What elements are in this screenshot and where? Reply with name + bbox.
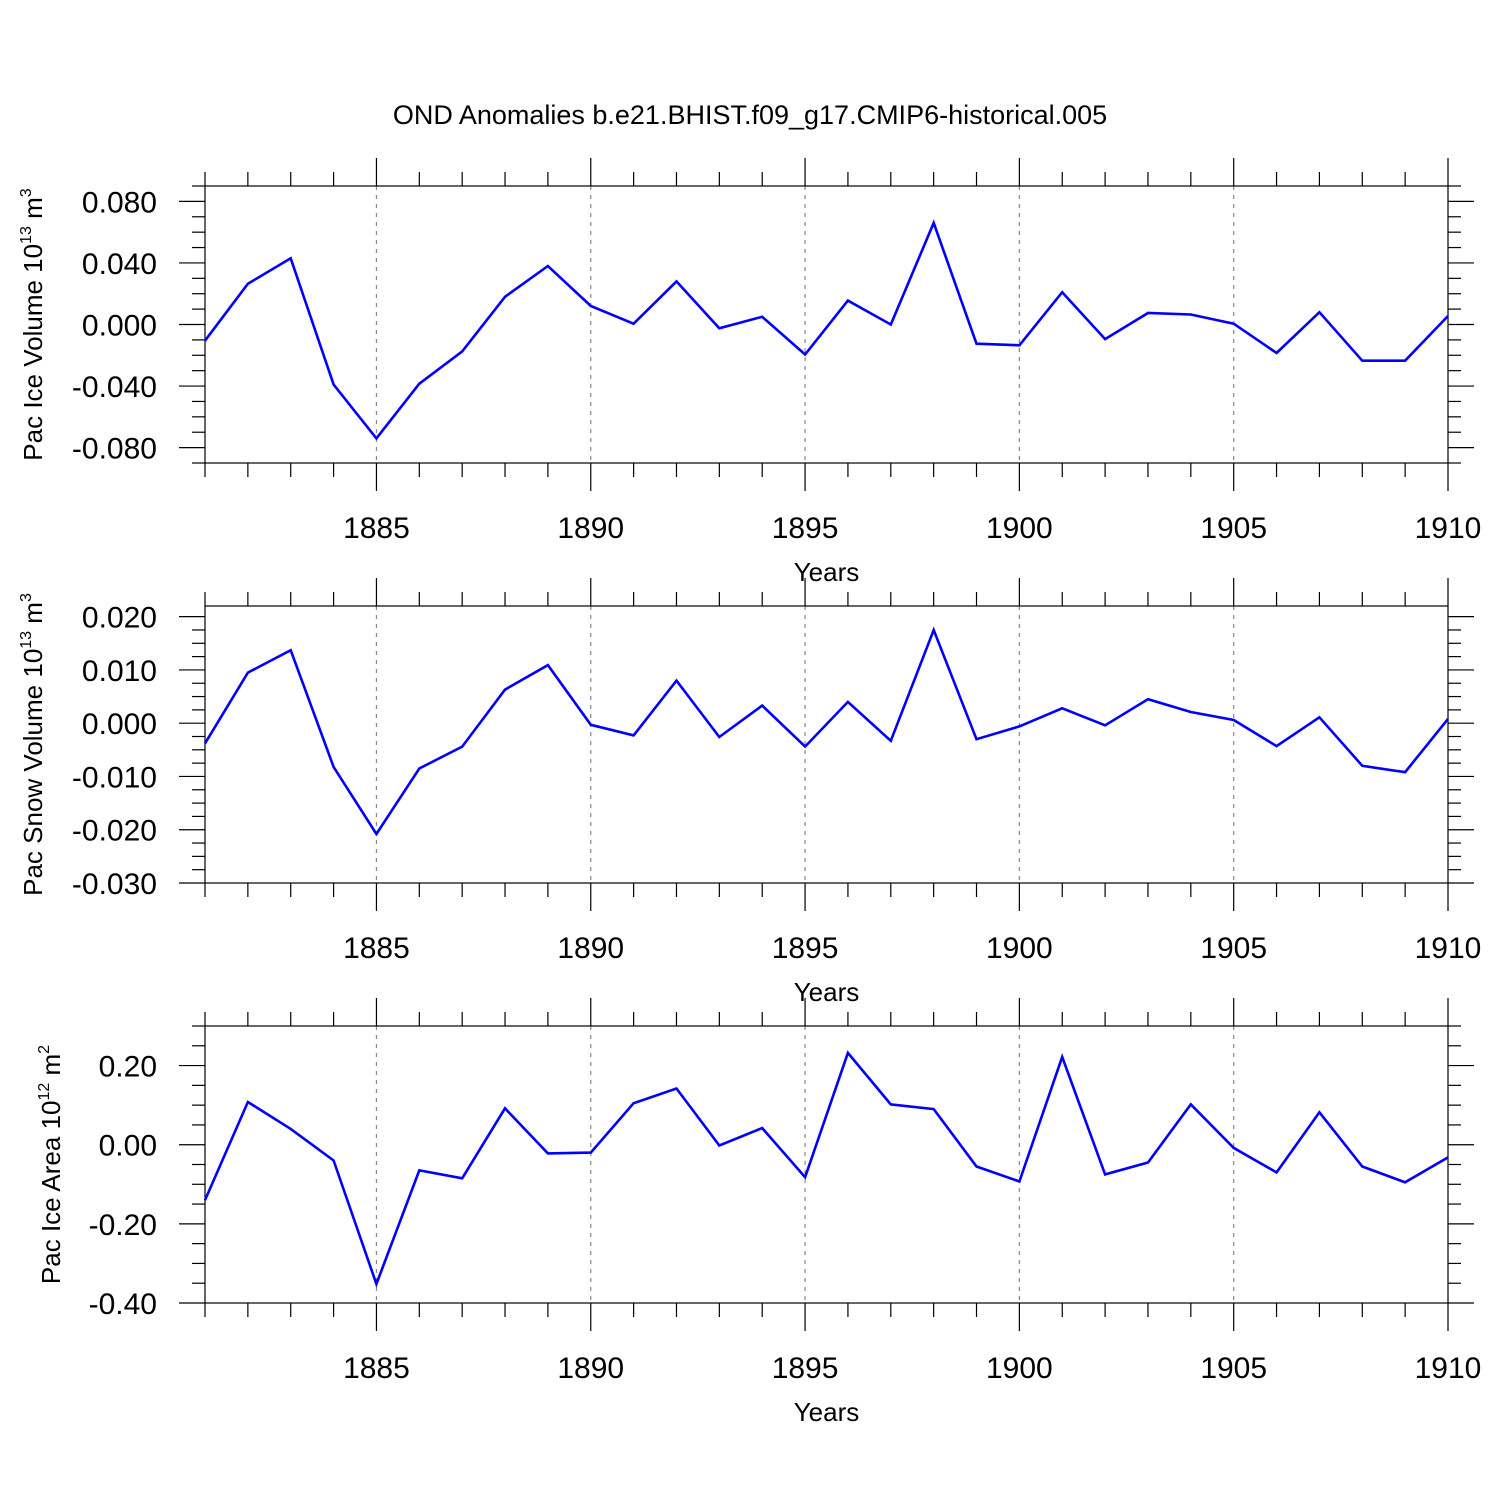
panel-2-y-tick-label: -0.010 bbox=[72, 761, 157, 794]
panel-2-y-tick-label: -0.020 bbox=[72, 815, 157, 848]
panel-1-series-line bbox=[203, 219, 1449, 441]
panel-3-series-line bbox=[203, 1050, 1449, 1288]
panel-2-x-axis-label: Years bbox=[794, 977, 860, 1007]
panel-2-plot-frame bbox=[204, 605, 1449, 884]
panel-1-y-axis-label-unit: m bbox=[18, 197, 48, 226]
panel-3-y-axis-label-exponent: 12 bbox=[36, 1083, 53, 1101]
panel-2-y-axis-label-unit: m bbox=[18, 602, 48, 631]
panel-2-y-tick-label: 0.010 bbox=[82, 655, 157, 688]
panel-1-y-axis-label: Pac Ice Volume 1013 m3 bbox=[18, 188, 48, 461]
panel-1-y-tick-label: 0.000 bbox=[82, 310, 157, 343]
panel-2-x-tick-label: 1890 bbox=[557, 932, 624, 965]
panel-3-x-tick-label: 1885 bbox=[343, 1352, 410, 1385]
panel-1-x-tick-label: 1890 bbox=[557, 512, 624, 545]
panel-3-y-tick-label: 0.20 bbox=[99, 1051, 157, 1084]
panel-3-x-tick-label: 1895 bbox=[772, 1352, 839, 1385]
panel-3-x-tick-label: 1890 bbox=[557, 1352, 624, 1385]
panel-1-y-tick-label: -0.080 bbox=[72, 433, 157, 466]
plot-panel-3: 1885 1890 1895 1900 1905 1910 Years -0.40 -0.20 0… bbox=[36, 998, 1481, 1427]
panel-2-x-tick-label: 1905 bbox=[1200, 932, 1267, 965]
panel-2-x-tick-label: 1900 bbox=[986, 932, 1053, 965]
panel-2-y-axis-label: Pac Snow Volume 1013 m3 bbox=[18, 593, 48, 896]
panel-2-y-tick-label: 0.020 bbox=[82, 602, 157, 635]
panel-1-y-tick-label: -0.040 bbox=[72, 371, 157, 404]
panel-2-y-axis-label-unit-exponent: 3 bbox=[18, 593, 35, 602]
chart-title: OND Anomalies b.e21.BHIST.f09_g17.CMIP6-… bbox=[393, 100, 1107, 130]
panel-1-x-axis-label: Years bbox=[794, 557, 860, 587]
panel-3-y-axis-label-text: Pac Ice Area 10 bbox=[36, 1101, 66, 1285]
panel-3-y-axis-label-unit: m bbox=[36, 1054, 66, 1083]
panel-3-y-tick-label: -0.40 bbox=[89, 1288, 157, 1321]
panel-1-y-axis-label-unit-exponent: 3 bbox=[18, 188, 35, 197]
panel-3-x-tick-label: 1900 bbox=[986, 1352, 1053, 1385]
panel-1-y-axis-label-text: Pac Ice Volume 10 bbox=[18, 244, 48, 461]
panel-2-x-tick-label: 1895 bbox=[772, 932, 839, 965]
panel-3-y-tick-label: 0.00 bbox=[99, 1130, 157, 1163]
panel-2-y-axis-label-text: Pac Snow Volume 10 bbox=[18, 649, 48, 896]
panel-1-x-tick-label: 1905 bbox=[1200, 512, 1267, 545]
panel-3-x-axis-label: Years bbox=[794, 1397, 860, 1427]
plot-panel-1: 1885 1890 1895 1900 1905 1910 Years -0.080 -0.04… bbox=[18, 158, 1481, 587]
panel-1-y-tick-label: 0.040 bbox=[82, 248, 157, 281]
panel-3-x-tick-label: 1910 bbox=[1415, 1352, 1482, 1385]
panel-2-y-tick-label: 0.000 bbox=[82, 708, 157, 741]
panel-1-y-tick-label: 0.080 bbox=[82, 186, 157, 219]
panel-1-x-tick-label: 1910 bbox=[1415, 512, 1482, 545]
panel-2-x-tick-label: 1885 bbox=[343, 932, 410, 965]
panel-3-y-tick-label: -0.20 bbox=[89, 1209, 157, 1242]
panel-3-x-tick-label: 1905 bbox=[1200, 1352, 1267, 1385]
panel-2-x-tick-label: 1910 bbox=[1415, 932, 1482, 965]
panel-2-series-line bbox=[203, 626, 1450, 837]
panel-1-x-tick-label: 1885 bbox=[343, 512, 410, 545]
panel-3-y-axis-label-unit-exponent: 2 bbox=[36, 1045, 53, 1054]
panel-3-y-axis-label: Pac Ice Area 1012 m2 bbox=[36, 1045, 66, 1284]
panel-1-y-axis-label-exponent: 13 bbox=[18, 226, 35, 244]
panel-2-y-tick-label: -0.030 bbox=[72, 868, 157, 901]
plot-panel-2: 1885 1890 1895 1900 1905 1910 Years -0.030 -0.02… bbox=[18, 578, 1481, 1007]
panel-1-x-tick-label: 1895 bbox=[772, 512, 839, 545]
panel-1-plot-frame bbox=[204, 185, 1449, 464]
panel-1-x-tick-label: 1900 bbox=[986, 512, 1053, 545]
panel-2-y-axis-label-exponent: 13 bbox=[18, 631, 35, 649]
